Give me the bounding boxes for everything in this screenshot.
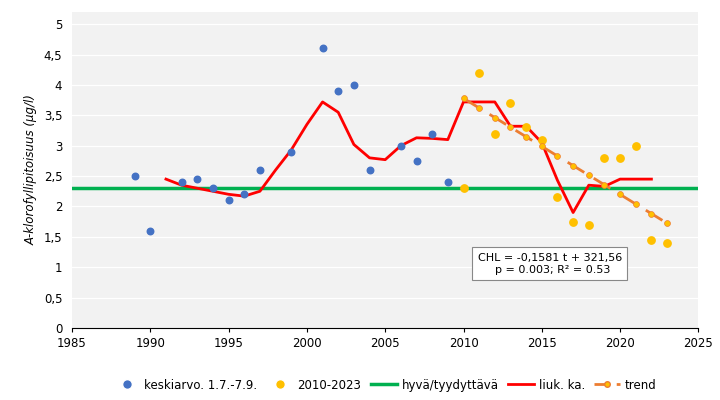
Point bbox=[521, 124, 532, 131]
Point bbox=[662, 220, 673, 226]
Point bbox=[505, 124, 516, 130]
Point bbox=[286, 148, 297, 155]
Point bbox=[458, 185, 469, 192]
Point bbox=[599, 182, 611, 188]
Point bbox=[254, 167, 266, 173]
Point bbox=[474, 105, 485, 111]
Point bbox=[238, 191, 250, 198]
Point bbox=[395, 142, 407, 149]
Text: CHL = -0,1581 t + 321,56
  p = 0.003; R² = 0.53: CHL = -0,1581 t + 321,56 p = 0.003; R² =… bbox=[477, 253, 622, 274]
Point bbox=[536, 136, 548, 143]
Point bbox=[411, 158, 423, 164]
Point bbox=[552, 153, 563, 159]
Point bbox=[552, 194, 563, 200]
Point bbox=[630, 201, 642, 207]
Point bbox=[599, 155, 611, 161]
Point bbox=[536, 143, 548, 150]
Point bbox=[364, 167, 375, 173]
Point bbox=[505, 100, 516, 106]
Point bbox=[567, 218, 579, 225]
Point bbox=[630, 142, 642, 149]
Point bbox=[192, 176, 203, 182]
Point bbox=[474, 70, 485, 76]
Point bbox=[646, 237, 657, 243]
Point bbox=[333, 88, 344, 94]
Point bbox=[567, 162, 579, 169]
Point bbox=[176, 179, 187, 185]
Point bbox=[442, 179, 454, 185]
Point bbox=[458, 95, 469, 102]
Point bbox=[129, 173, 140, 179]
Point bbox=[207, 185, 219, 192]
Point bbox=[223, 197, 235, 204]
Point bbox=[489, 130, 500, 137]
Point bbox=[614, 155, 626, 161]
Point bbox=[426, 130, 438, 137]
Point bbox=[646, 210, 657, 217]
Point bbox=[662, 240, 673, 246]
Point bbox=[614, 191, 626, 198]
Y-axis label: A-klorofyllipitoisuus (µg/l): A-klorofyllipitoisuus (µg/l) bbox=[25, 94, 38, 246]
Point bbox=[583, 172, 595, 178]
Point bbox=[583, 222, 595, 228]
Legend: keskiarvo. 1.7.-7.9., 2010-2023, hyvä/tyydyttävä, liuk. ka., trend: keskiarvo. 1.7.-7.9., 2010-2023, hyvä/ty… bbox=[114, 379, 657, 392]
Point bbox=[489, 114, 500, 121]
Point bbox=[145, 228, 156, 234]
Point bbox=[348, 82, 360, 88]
Point bbox=[521, 134, 532, 140]
Point bbox=[317, 45, 328, 52]
